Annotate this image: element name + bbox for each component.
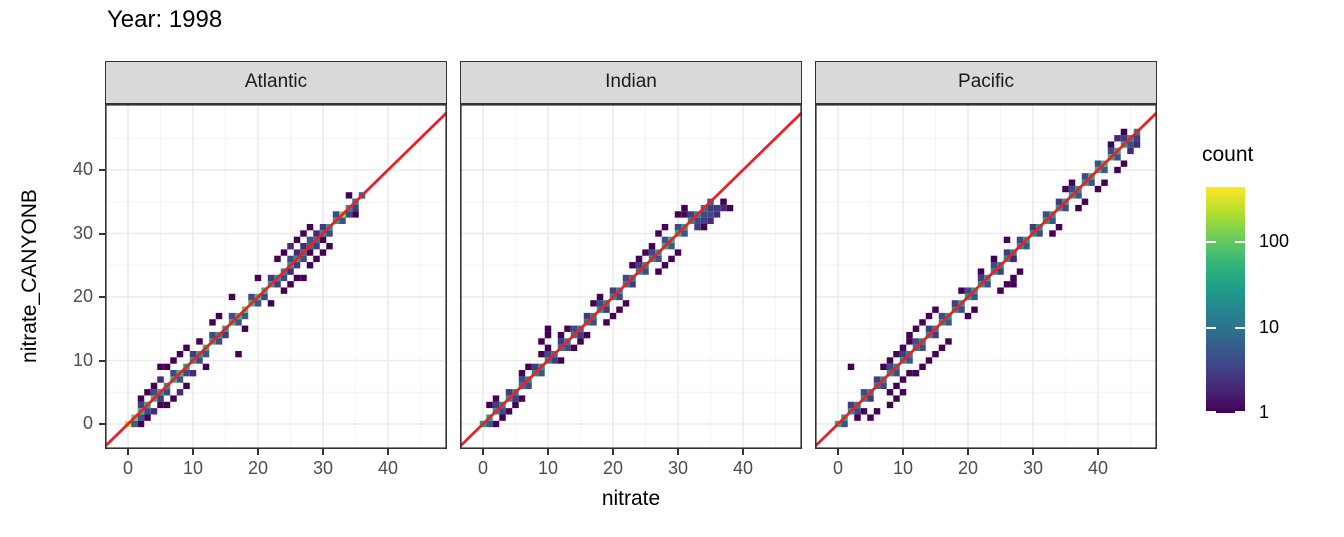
panel-canvas bbox=[804, 92, 1177, 457]
facet-strip-label: Indian bbox=[605, 71, 657, 92]
panel-atlantic bbox=[94, 92, 467, 457]
x-tick-label: 30 bbox=[312, 458, 334, 478]
panel-indian bbox=[449, 92, 822, 457]
x-axis-title: nitrate bbox=[601, 487, 661, 510]
x-tick-mark bbox=[1097, 449, 1099, 455]
facet-pacific: Pacific 0 10 20 30 40 bbox=[804, 61, 1177, 478]
x-tick-label: 40 bbox=[377, 458, 399, 478]
x-tick-label: 30 bbox=[1022, 458, 1044, 478]
x-tick-label: 10 bbox=[537, 458, 559, 478]
identity-line bbox=[94, 92, 467, 457]
x-tick-mark bbox=[742, 449, 744, 455]
x-tick-label: 20 bbox=[602, 458, 624, 478]
x-tick-mark bbox=[837, 449, 839, 455]
panel-border bbox=[105, 104, 447, 449]
legend-tick-mark bbox=[1235, 411, 1245, 413]
x-tick-mark bbox=[677, 449, 679, 455]
legend-tick-label: 100 bbox=[1259, 231, 1290, 251]
identity-line bbox=[449, 92, 822, 457]
panel-canvas bbox=[449, 92, 822, 457]
x-tick-mark bbox=[612, 449, 614, 455]
x-tick-label: 30 bbox=[667, 458, 689, 478]
legend-colorbar bbox=[1206, 187, 1245, 413]
gridlines bbox=[815, 104, 1157, 449]
x-tick-mark bbox=[257, 449, 259, 455]
y-tick-mark bbox=[99, 296, 105, 298]
y-tick-label: 30 bbox=[72, 222, 93, 243]
x-tick-mark bbox=[192, 449, 194, 455]
x-tick-label: 10 bbox=[892, 458, 914, 478]
panel-canvas bbox=[94, 92, 467, 457]
legend-tick-label: 1 bbox=[1259, 402, 1270, 422]
y-tick-label: 40 bbox=[72, 159, 93, 179]
y-tick-label: 10 bbox=[72, 349, 93, 370]
facet-atlantic: Atlantic 0 10 20 30 40 bbox=[94, 61, 467, 478]
x-tick-label: 0 bbox=[122, 458, 133, 478]
legend-tick-mark bbox=[1206, 411, 1216, 413]
y-tick-label: 0 bbox=[82, 413, 93, 433]
facet-strip-indian: Indian bbox=[460, 61, 802, 104]
facet-strip-label: Atlantic bbox=[244, 71, 308, 92]
legend-tick-mark bbox=[1206, 241, 1216, 243]
x-tick-label: 20 bbox=[247, 458, 269, 478]
facet-strip-pacific: Pacific bbox=[815, 61, 1157, 104]
identity-line bbox=[804, 92, 1177, 457]
legend-tick-mark bbox=[1206, 326, 1216, 329]
x-tick-mark bbox=[967, 449, 969, 455]
x-tick-mark bbox=[387, 449, 389, 455]
y-axis-title: nitrate_CANYONB bbox=[18, 189, 41, 363]
facet-strip-label: Pacific bbox=[958, 71, 1014, 92]
plot-title: Year: 1998 bbox=[107, 6, 223, 33]
facet-strip-atlantic: Atlantic bbox=[105, 61, 447, 104]
facet-indian: Indian 0 10 20 30 40 bbox=[449, 61, 822, 478]
panel-border bbox=[815, 104, 1157, 449]
x-tick-mark bbox=[322, 449, 324, 455]
legend-title: count bbox=[1202, 143, 1254, 166]
x-tick-mark bbox=[1032, 449, 1034, 455]
x-tick-label: 10 bbox=[182, 458, 204, 478]
x-tick-mark bbox=[127, 449, 129, 455]
panel-pacific bbox=[804, 92, 1177, 457]
x-tick-label: 40 bbox=[732, 458, 754, 478]
x-tick-label: 0 bbox=[832, 458, 843, 478]
x-tick-mark bbox=[547, 449, 549, 455]
x-tick-label: 40 bbox=[1087, 458, 1109, 478]
x-tick-mark bbox=[482, 449, 484, 455]
y-tick-mark bbox=[99, 232, 105, 235]
x-tick-mark bbox=[902, 449, 904, 455]
x-tick-label: 0 bbox=[477, 458, 488, 478]
y-tick-mark bbox=[99, 359, 105, 362]
y-tick-label: 20 bbox=[72, 286, 93, 306]
y-tick-mark bbox=[99, 169, 105, 171]
x-tick-label: 20 bbox=[957, 458, 979, 478]
panel-border bbox=[460, 104, 802, 449]
legend-tick-label: 10 bbox=[1259, 316, 1280, 337]
legend-tick-mark bbox=[1235, 241, 1245, 243]
y-tick-mark bbox=[99, 423, 105, 425]
legend-tick-mark bbox=[1235, 326, 1245, 329]
